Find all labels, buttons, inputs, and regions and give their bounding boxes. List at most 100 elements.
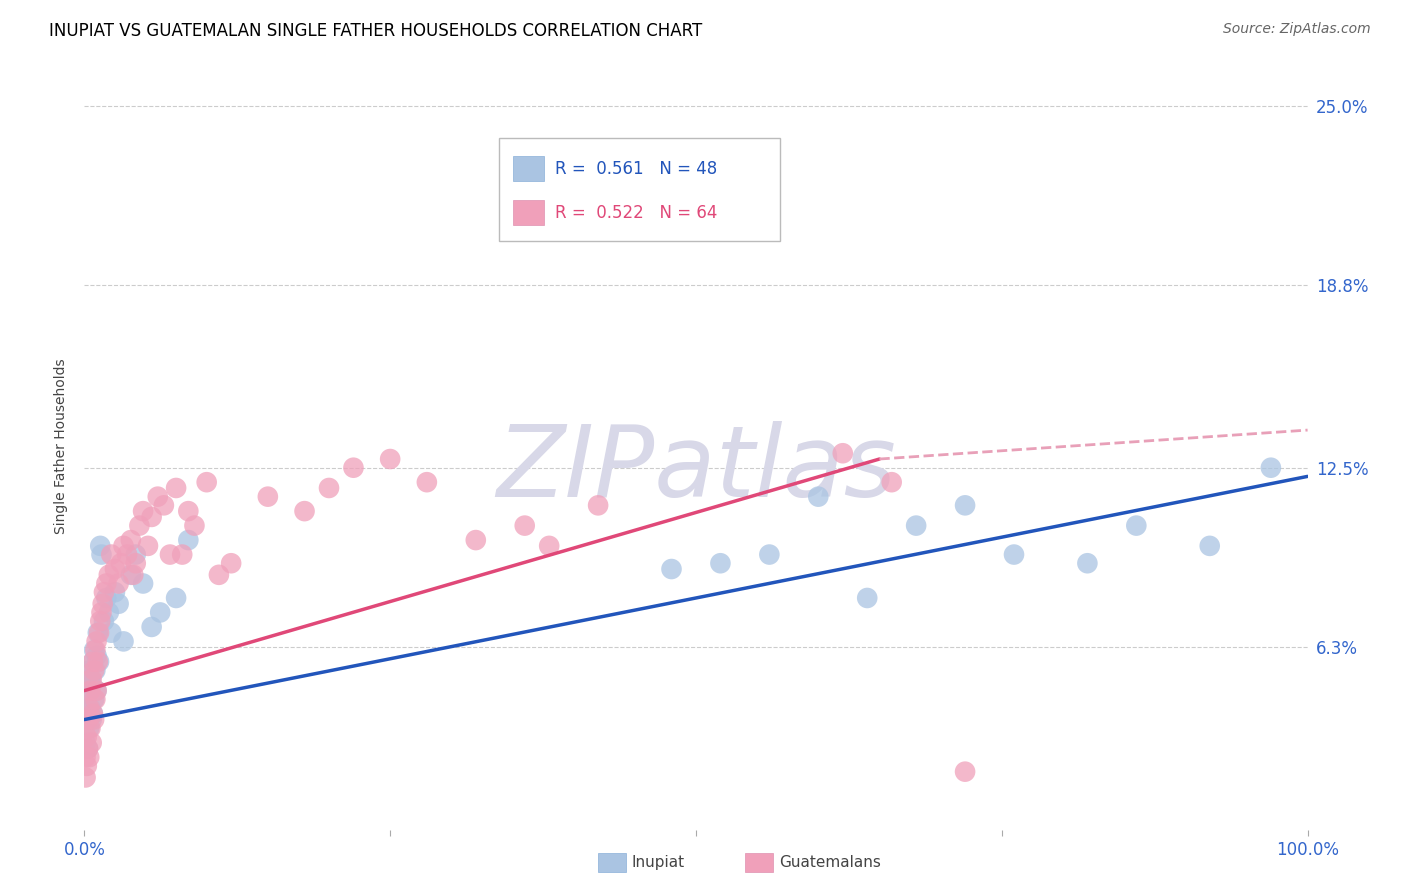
Point bbox=[132, 504, 155, 518]
Point bbox=[661, 562, 683, 576]
Point bbox=[76, 759, 98, 773]
Point bbox=[79, 701, 101, 715]
Point bbox=[80, 672, 103, 686]
Text: ZIPatlas: ZIPatlas bbox=[496, 420, 896, 517]
Point bbox=[79, 672, 101, 686]
Point bbox=[1260, 460, 1282, 475]
Point bbox=[831, 446, 853, 460]
Point bbox=[93, 614, 115, 628]
Point bbox=[97, 606, 120, 620]
Y-axis label: Single Father Households: Single Father Households bbox=[55, 359, 69, 533]
Point bbox=[159, 548, 181, 562]
Point bbox=[128, 518, 150, 533]
Point bbox=[83, 692, 105, 706]
Point bbox=[112, 539, 135, 553]
Point bbox=[1002, 548, 1025, 562]
Point bbox=[953, 499, 976, 513]
Point bbox=[80, 678, 103, 692]
Text: Guatemalans: Guatemalans bbox=[779, 855, 880, 870]
Point bbox=[294, 504, 316, 518]
Point bbox=[86, 683, 108, 698]
Point bbox=[84, 664, 107, 678]
Point bbox=[83, 664, 105, 678]
Point bbox=[86, 683, 108, 698]
Point bbox=[219, 556, 242, 570]
Point bbox=[77, 664, 100, 678]
Point bbox=[77, 750, 100, 764]
Point bbox=[905, 518, 928, 533]
Point bbox=[97, 567, 120, 582]
Point bbox=[195, 475, 218, 490]
Point bbox=[76, 730, 98, 744]
Point bbox=[75, 750, 97, 764]
Point bbox=[464, 533, 486, 547]
Point bbox=[96, 591, 118, 605]
Point bbox=[149, 606, 172, 620]
Point bbox=[90, 606, 112, 620]
Point bbox=[80, 713, 103, 727]
Point bbox=[77, 713, 100, 727]
Text: Source: ZipAtlas.com: Source: ZipAtlas.com bbox=[1223, 22, 1371, 37]
Point bbox=[880, 475, 903, 490]
Point bbox=[120, 567, 142, 582]
Point bbox=[1076, 556, 1098, 570]
Point bbox=[89, 614, 111, 628]
Point bbox=[75, 771, 97, 785]
Point bbox=[93, 585, 115, 599]
Point bbox=[112, 634, 135, 648]
Text: INUPIAT VS GUATEMALAN SINGLE FATHER HOUSEHOLDS CORRELATION CHART: INUPIAT VS GUATEMALAN SINGLE FATHER HOUS… bbox=[49, 22, 703, 40]
Point bbox=[82, 706, 104, 721]
Point bbox=[91, 597, 114, 611]
Text: R =  0.522   N = 64: R = 0.522 N = 64 bbox=[555, 204, 717, 222]
Point bbox=[87, 625, 110, 640]
Point bbox=[115, 548, 138, 562]
Point bbox=[104, 562, 127, 576]
Point bbox=[100, 625, 122, 640]
Point bbox=[208, 567, 231, 582]
Point bbox=[586, 499, 609, 513]
Point bbox=[165, 481, 187, 495]
Point bbox=[90, 548, 112, 562]
Point bbox=[136, 539, 159, 553]
Point bbox=[165, 591, 187, 605]
Point bbox=[87, 625, 110, 640]
Point bbox=[318, 481, 340, 495]
Point bbox=[80, 736, 103, 750]
Point bbox=[75, 736, 97, 750]
Point bbox=[1198, 539, 1220, 553]
Point bbox=[153, 499, 176, 513]
Point bbox=[172, 548, 194, 562]
Point bbox=[77, 741, 100, 756]
Point bbox=[87, 655, 110, 669]
Point bbox=[953, 764, 976, 779]
Point bbox=[96, 576, 118, 591]
Point bbox=[110, 556, 132, 570]
Point bbox=[82, 706, 104, 721]
Point bbox=[82, 655, 104, 669]
Point bbox=[84, 692, 107, 706]
Point bbox=[807, 490, 830, 504]
Point bbox=[79, 683, 101, 698]
Point bbox=[76, 713, 98, 727]
Point bbox=[183, 518, 205, 533]
Point bbox=[342, 460, 364, 475]
Point bbox=[122, 567, 145, 582]
Point bbox=[146, 490, 169, 504]
Point bbox=[107, 576, 129, 591]
Point bbox=[380, 452, 402, 467]
Point bbox=[125, 548, 148, 562]
Point bbox=[104, 585, 127, 599]
Point bbox=[758, 548, 780, 562]
Point bbox=[177, 533, 200, 547]
Point bbox=[76, 692, 98, 706]
Point bbox=[83, 713, 105, 727]
Point bbox=[86, 648, 108, 663]
Point bbox=[132, 576, 155, 591]
Point bbox=[83, 643, 105, 657]
Point bbox=[82, 655, 104, 669]
Point bbox=[538, 539, 561, 553]
Point bbox=[141, 510, 163, 524]
Text: R =  0.561   N = 48: R = 0.561 N = 48 bbox=[555, 160, 717, 178]
Point bbox=[84, 643, 107, 657]
Point bbox=[79, 721, 101, 735]
